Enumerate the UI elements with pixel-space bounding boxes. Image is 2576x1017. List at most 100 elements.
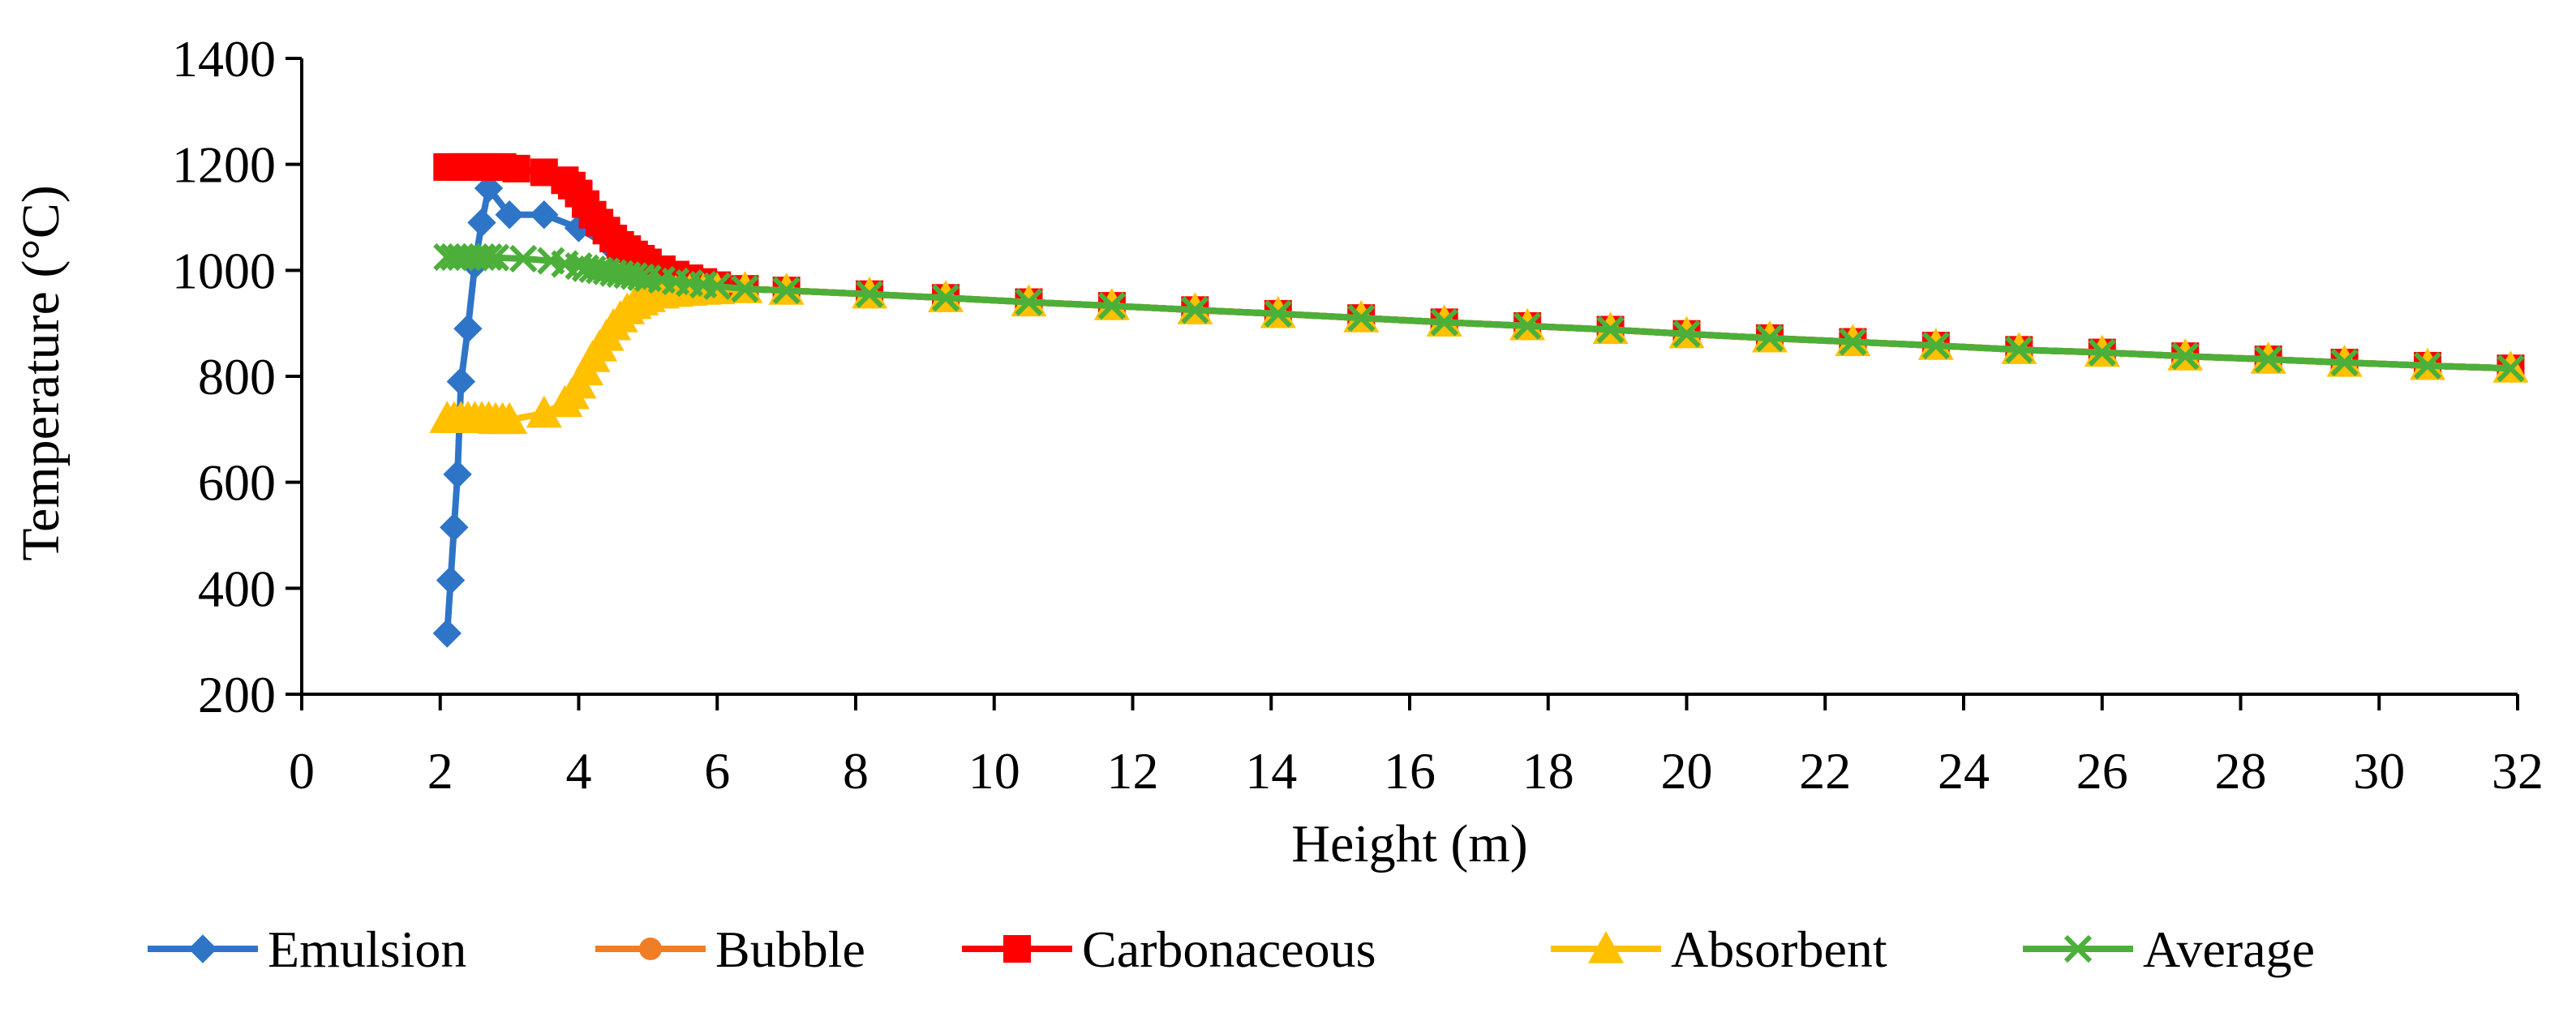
data-point-average-stroke (1513, 311, 1542, 341)
series-average (433, 242, 2525, 383)
data-point-average-stroke (1755, 324, 1784, 353)
series-layer (429, 152, 2529, 648)
x-tick-label: 10 (968, 742, 1020, 800)
data-point-average-stroke (2497, 354, 2525, 383)
data-point-average (1513, 311, 1542, 341)
data-point-average (1264, 299, 1292, 328)
data-point-average (2254, 345, 2282, 374)
data-point-average-stroke (2254, 345, 2282, 374)
data-point-average (474, 242, 503, 272)
data-point-emulsion (495, 200, 524, 230)
data-point-emulsion (453, 314, 483, 343)
data-point-average-stroke (592, 257, 620, 285)
series-line-average (447, 254, 2511, 372)
y-tick-label: 1000 (172, 242, 276, 299)
data-point-average (2171, 342, 2200, 371)
legend-item-emulsion: Emulsion (148, 920, 466, 978)
data-point-carbonaceous (502, 154, 530, 182)
data-point-average (772, 277, 801, 305)
legend-marker-average-stroke (2063, 934, 2093, 963)
data-point-average (1347, 304, 1376, 333)
data-point-average-stroke (578, 255, 607, 284)
data-point-average-stroke (481, 243, 510, 272)
data-point-emulsion (530, 200, 559, 230)
data-point-average (703, 272, 732, 301)
x-tick-label: 6 (704, 742, 730, 800)
x-tick-label: 32 (2492, 742, 2544, 800)
data-point-average (2005, 336, 2033, 364)
x-axis-title: Height (m) (1291, 814, 1527, 873)
data-point-average (2330, 348, 2359, 377)
data-point-average-stroke (689, 270, 718, 299)
legend-label-carbonaceous: Carbonaceous (1082, 920, 1376, 978)
data-point-average-stroke (1181, 296, 1209, 324)
data-point-average (1596, 315, 1625, 344)
legend-label-average: Average (2143, 920, 2315, 978)
data-point-average-stroke (1264, 299, 1292, 328)
data-point-average-stroke (537, 247, 565, 275)
data-point-emulsion (436, 565, 466, 595)
x-tick-label: 0 (289, 742, 315, 800)
data-point-average-stroke (661, 267, 690, 296)
y-tick-label: 1400 (172, 30, 276, 88)
data-point-emulsion (440, 513, 469, 542)
data-point-average-stroke (1430, 308, 1458, 337)
data-point-average (1921, 331, 1950, 360)
x-tick-label: 22 (1799, 742, 1851, 800)
series-emulsion (432, 174, 2526, 648)
legend-label-emulsion: Emulsion (268, 920, 466, 978)
data-point-average-stroke (703, 272, 732, 301)
data-point-absorbent (492, 401, 528, 435)
legend-item-average: Average (2023, 920, 2315, 978)
data-point-average (1097, 291, 1127, 320)
data-point-average (1430, 308, 1458, 337)
data-point-emulsion (446, 367, 476, 397)
data-point-average (855, 280, 884, 308)
data-point-average-stroke (565, 251, 593, 281)
legend-marker-average (2063, 934, 2093, 963)
x-tick-label: 12 (1107, 742, 1159, 800)
data-point-average-stroke (772, 277, 801, 305)
legend-item-carbonaceous: Carbonaceous (962, 920, 1376, 978)
data-point-emulsion (443, 460, 472, 489)
x-tick-label: 14 (1245, 742, 1297, 800)
series-absorbent (429, 271, 2529, 435)
data-point-average-stroke (931, 284, 960, 312)
data-point-average (1181, 296, 1209, 324)
legend-marker-absorbent (1588, 931, 1624, 963)
data-point-average (731, 275, 759, 303)
data-point-average-stroke (647, 265, 676, 294)
y-tick-label: 200 (198, 666, 276, 723)
x-tick-label: 24 (1938, 742, 1990, 800)
data-point-average-stroke (585, 256, 614, 285)
legend-marker-carbonaceous (1003, 935, 1031, 963)
legend: Emulsion Bubble Carbonaceous Absorbent Avera… (148, 920, 2315, 978)
data-point-average-stroke (1839, 328, 1867, 356)
data-point-average-stroke (1921, 331, 1950, 360)
x-tick-label: 8 (843, 742, 869, 800)
legend-item-absorbent: Absorbent (1551, 920, 1887, 978)
legend-item-bubble: Bubble (595, 920, 865, 978)
data-point-average-stroke (509, 244, 538, 273)
legend-marker-bubble (639, 938, 662, 960)
x-tick-label: 16 (1384, 742, 1436, 800)
data-point-average (1839, 328, 1867, 356)
data-point-average-stroke (1097, 291, 1127, 320)
x-tick-label: 20 (1661, 742, 1713, 800)
data-point-average (509, 244, 538, 273)
y-tick-label: 1200 (172, 136, 276, 194)
data-point-average (1672, 320, 1701, 348)
data-point-average (931, 284, 960, 312)
data-point-average-stroke (633, 264, 662, 293)
x-tick-label: 2 (427, 742, 453, 800)
data-point-emulsion (467, 208, 496, 238)
y-tick-label: 600 (198, 454, 276, 512)
data-point-average (1015, 288, 1043, 316)
data-point-absorbent (526, 395, 562, 428)
data-point-average-stroke (1347, 304, 1376, 333)
x-tick-label: 18 (1522, 742, 1574, 800)
data-point-average-stroke (2330, 348, 2359, 377)
